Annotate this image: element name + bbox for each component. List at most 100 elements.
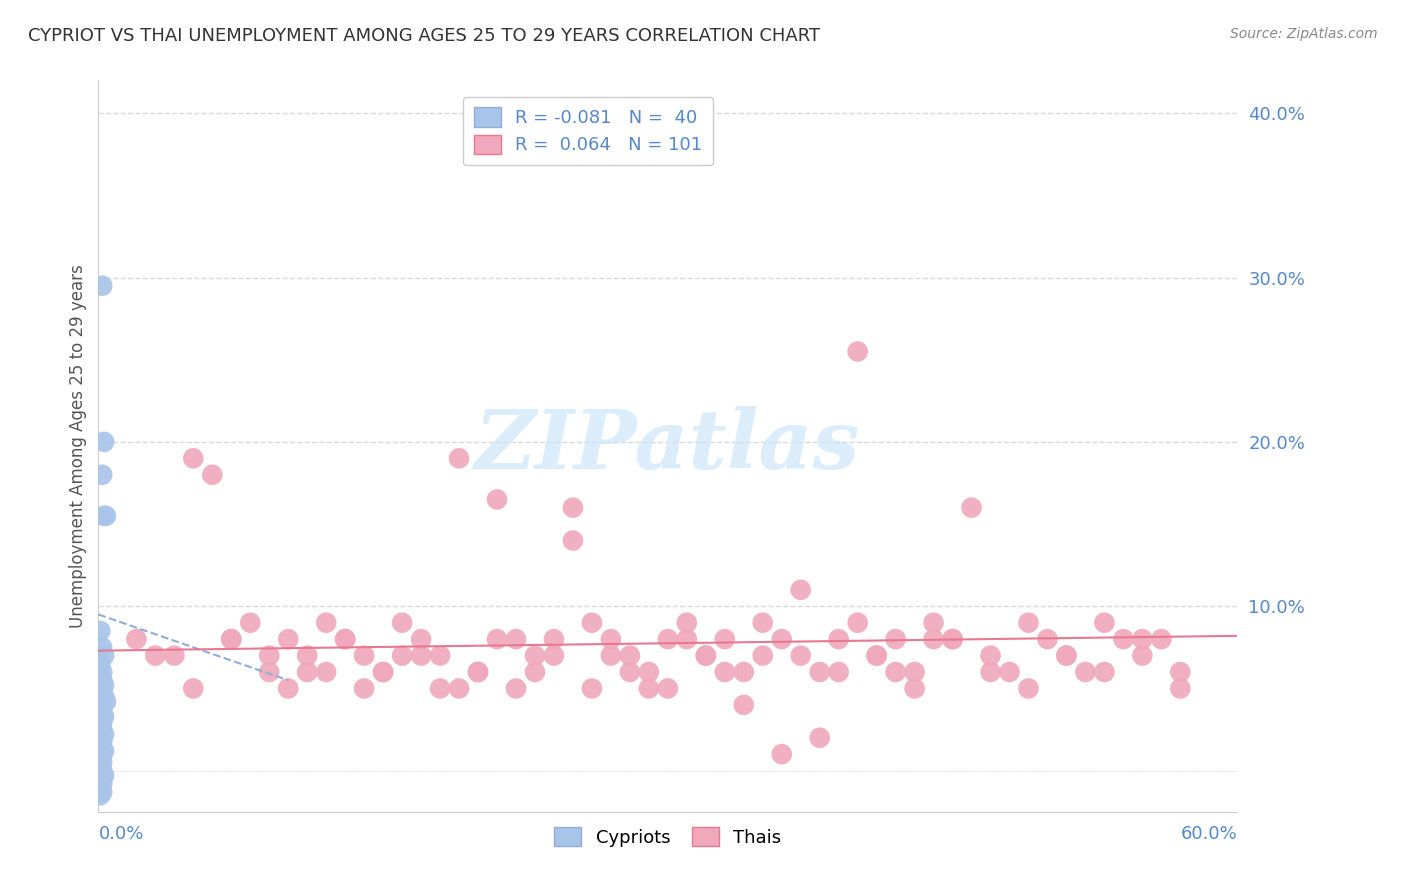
Point [695,648,717,663]
Point [1132,632,1154,647]
Point [91,777,114,791]
Point [770,747,793,762]
Point [1074,665,1097,679]
Point [486,492,509,507]
Point [1094,665,1116,679]
Point [91,785,114,799]
Point [562,500,585,515]
Text: ZIPatlas: ZIPatlas [475,406,860,486]
Point [449,681,471,696]
Point [600,632,623,647]
Point [714,632,737,647]
Point [353,648,375,663]
Point [91,723,114,737]
Point [89,657,111,671]
Text: 60.0%: 60.0% [1181,825,1237,843]
Point [979,648,1001,663]
Point [125,632,148,647]
Point [922,615,945,630]
Point [942,632,965,647]
Point [93,709,115,723]
Point [391,615,413,630]
Point [91,684,114,698]
Y-axis label: Unemployment Among Ages 25 to 29 years: Unemployment Among Ages 25 to 29 years [69,264,87,628]
Point [429,648,451,663]
Point [790,648,813,663]
Point [467,665,489,679]
Point [91,734,114,748]
Point [866,648,889,663]
Point [676,615,699,630]
Point [93,648,115,663]
Point [429,681,451,696]
Point [89,698,111,712]
Point [183,451,205,466]
Point [486,632,509,647]
Point [297,648,319,663]
Point [752,615,775,630]
Point [93,508,115,523]
Point [239,615,262,630]
Point [93,744,115,758]
Point [808,731,831,745]
Point [449,451,471,466]
Point [93,727,115,741]
Point [91,665,114,679]
Point [353,681,375,696]
Point [828,665,851,679]
Point [828,632,851,647]
Point [94,508,117,523]
Point [1170,681,1192,696]
Point [904,665,927,679]
Point [1132,648,1154,663]
Point [467,665,489,679]
Point [1056,648,1078,663]
Point [733,665,755,679]
Point [89,731,111,745]
Point [89,789,111,803]
Point [89,681,111,696]
Point [91,278,114,293]
Point [600,648,623,663]
Point [1018,615,1040,630]
Point [91,701,114,715]
Point [91,764,114,778]
Point [942,632,965,647]
Point [91,747,114,762]
Point [91,673,114,688]
Point [770,632,793,647]
Point [93,768,115,782]
Point [89,717,111,731]
Point [676,632,699,647]
Point [790,582,813,597]
Point [89,780,111,794]
Point [1112,632,1135,647]
Legend: Cypriots, Thais: Cypriots, Thais [547,820,789,854]
Point [638,665,661,679]
Point [221,632,243,647]
Point [638,681,661,696]
Point [259,648,281,663]
Point [93,678,115,692]
Point [411,632,433,647]
Point [183,681,205,696]
Point [89,706,111,720]
Point [884,632,907,647]
Point [884,665,907,679]
Point [581,615,603,630]
Point [619,648,641,663]
Point [91,640,114,655]
Point [524,648,547,663]
Point [335,632,357,647]
Point [163,648,186,663]
Text: Source: ZipAtlas.com: Source: ZipAtlas.com [1230,27,1378,41]
Point [89,772,111,786]
Point [315,665,337,679]
Point [89,739,111,753]
Point [998,665,1021,679]
Point [752,648,775,663]
Point [733,698,755,712]
Point [89,668,111,682]
Point [91,756,114,770]
Point [93,434,115,449]
